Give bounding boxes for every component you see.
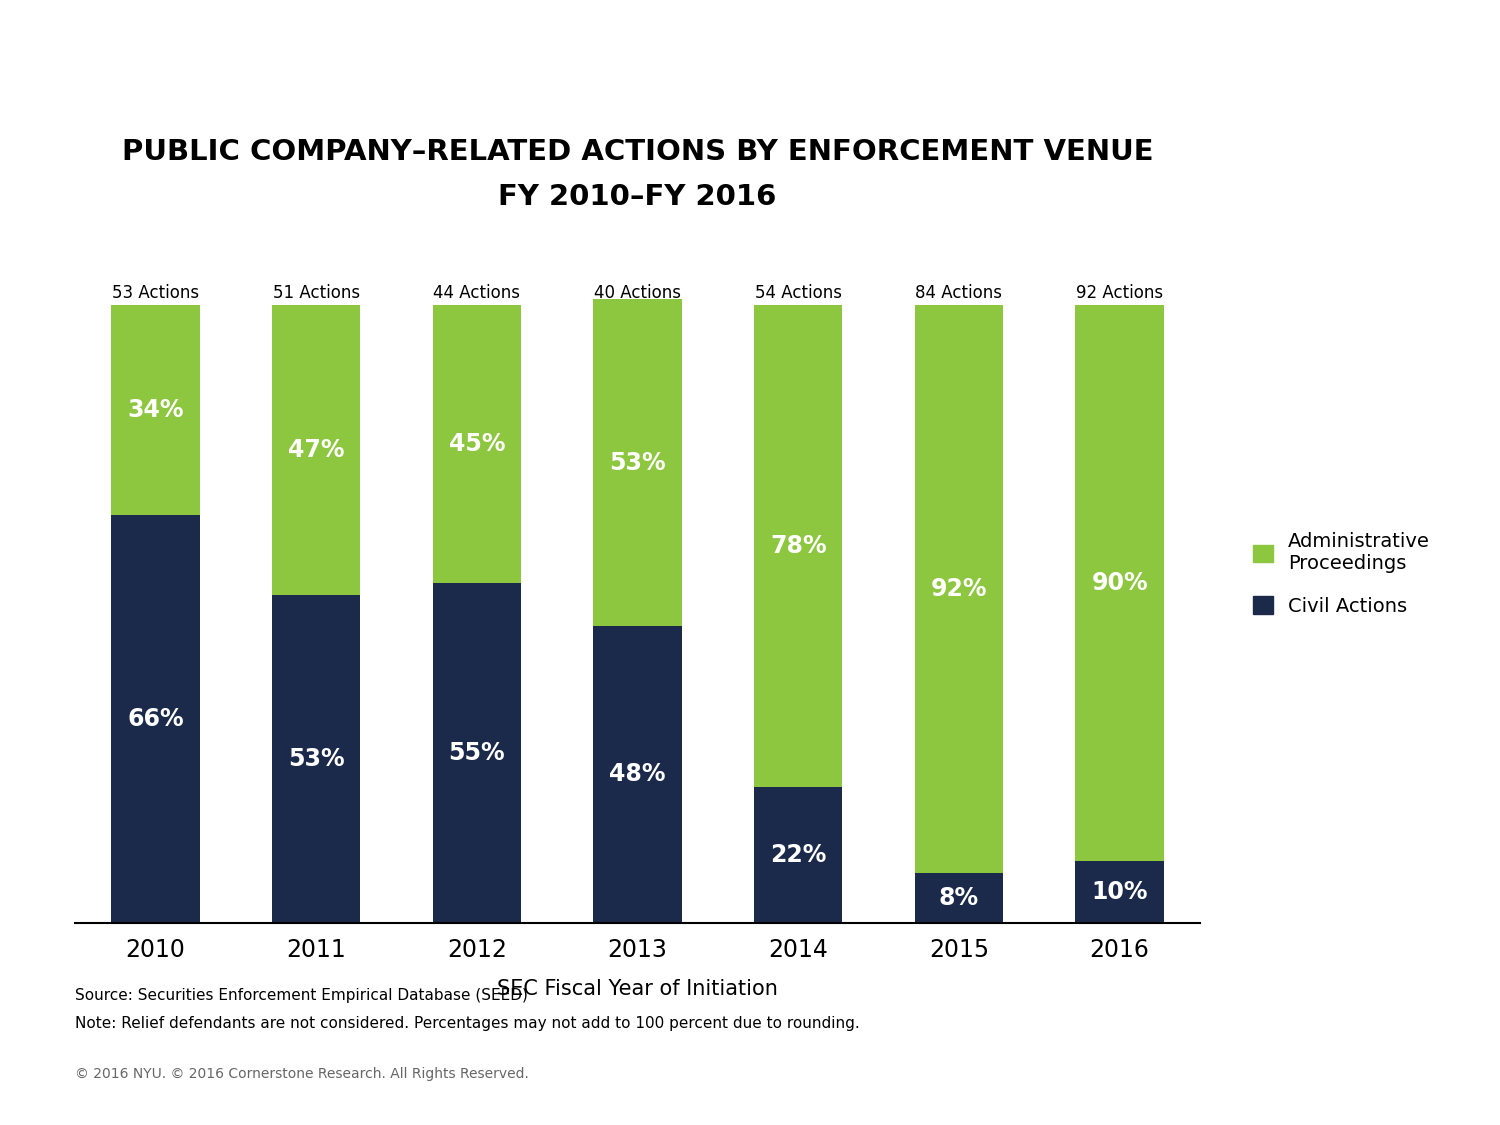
Bar xyxy=(432,305,520,583)
Bar xyxy=(594,299,681,627)
Bar xyxy=(1076,861,1164,922)
Bar xyxy=(272,305,360,595)
Text: 84 Actions: 84 Actions xyxy=(915,285,1002,303)
Text: 53%: 53% xyxy=(609,451,666,475)
Text: © 2016 NYU. © 2016 Cornerstone Research. All Rights Reserved.: © 2016 NYU. © 2016 Cornerstone Research.… xyxy=(75,1068,530,1081)
Legend: Administrative
Proceedings, Civil Actions: Administrative Proceedings, Civil Action… xyxy=(1244,522,1440,626)
Text: 66%: 66% xyxy=(128,706,183,731)
Bar xyxy=(432,583,520,922)
Bar xyxy=(111,305,200,515)
Bar xyxy=(915,305,1004,873)
Text: 92 Actions: 92 Actions xyxy=(1076,285,1162,303)
Bar xyxy=(754,305,843,786)
Text: 8%: 8% xyxy=(939,885,980,910)
Bar xyxy=(754,786,843,922)
Bar xyxy=(1076,305,1164,861)
Text: 55%: 55% xyxy=(448,740,506,765)
Text: 90%: 90% xyxy=(1092,572,1148,595)
Text: 44 Actions: 44 Actions xyxy=(433,285,520,303)
Text: 78%: 78% xyxy=(770,534,826,558)
Text: Source: Securities Enforcement Empirical Database (SEED): Source: Securities Enforcement Empirical… xyxy=(75,988,528,1004)
Bar xyxy=(915,873,1004,922)
Bar xyxy=(594,627,681,922)
Text: 10%: 10% xyxy=(1092,880,1148,903)
Text: Note: Relief defendants are not considered. Percentages may not add to 100 perce: Note: Relief defendants are not consider… xyxy=(75,1016,859,1032)
Text: 45%: 45% xyxy=(448,432,506,456)
Text: 92%: 92% xyxy=(930,577,987,601)
Text: 48%: 48% xyxy=(609,763,666,786)
Text: 34%: 34% xyxy=(128,398,183,422)
Text: 47%: 47% xyxy=(288,439,345,462)
X-axis label: SEC Fiscal Year of Initiation: SEC Fiscal Year of Initiation xyxy=(496,979,778,999)
Text: 40 Actions: 40 Actions xyxy=(594,285,681,303)
Text: 51 Actions: 51 Actions xyxy=(273,285,360,303)
Text: 53%: 53% xyxy=(288,747,345,771)
Text: 53 Actions: 53 Actions xyxy=(112,285,200,303)
Bar xyxy=(272,595,360,922)
Bar xyxy=(111,515,200,922)
Text: 22%: 22% xyxy=(770,843,826,866)
Text: PUBLIC COMPANY–RELATED ACTIONS BY ENFORCEMENT VENUE: PUBLIC COMPANY–RELATED ACTIONS BY ENFORC… xyxy=(122,138,1154,165)
Text: 54 Actions: 54 Actions xyxy=(754,285,842,303)
Text: FY 2010–FY 2016: FY 2010–FY 2016 xyxy=(498,183,777,210)
